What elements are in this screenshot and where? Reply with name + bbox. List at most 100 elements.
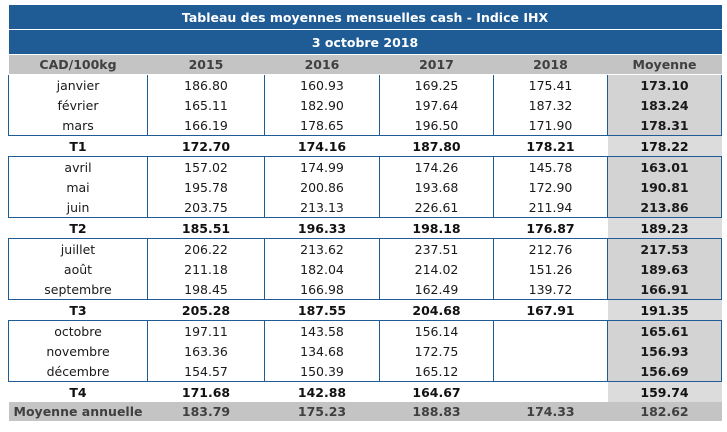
quarter-average: 159.74 [607,381,722,402]
month-value: 157.02 [147,156,265,177]
month-label: avril [8,156,148,177]
month-label: novembre [8,341,148,361]
quarter-row: T1 172.70 174.16 187.80 178.21 178.22 [8,135,722,157]
month-label: septembre [8,279,148,300]
quarter-value: 204.68 [379,299,494,321]
quarter-value: 167.91 [493,299,608,321]
month-value [493,361,608,382]
month-row: décembre 154.57 150.39 165.12 156.69 [8,361,722,382]
month-row: novembre 163.36 134.68 172.75 156.93 [8,341,722,361]
month-average: 166.91 [607,279,722,300]
month-value: 165.12 [379,361,494,382]
month-value: 162.49 [379,279,494,300]
month-value: 139.72 [493,279,608,300]
monthly-averages-table: Tableau des moyennes mensuelles cash - I… [8,5,722,421]
month-value: 193.68 [379,177,494,197]
month-row: octobre 197.11 143.58 156.14 165.61 [8,320,722,341]
quarter-value: 185.51 [147,217,265,239]
month-row: août 211.18 182.04 214.02 151.26 189.63 [8,259,722,279]
annual-average: 182.62 [607,402,722,421]
month-value: 151.26 [493,259,608,279]
month-value: 160.93 [264,74,380,95]
month-value: 237.51 [379,238,494,259]
header-unit: CAD/100kg [8,54,148,75]
date-row: 3 octobre 2018 [8,29,722,55]
quarter-value: 142.88 [264,381,380,402]
quarter-label: T3 [8,299,148,321]
month-average: 190.81 [607,177,722,197]
month-row: septembre 198.45 166.98 162.49 139.72 166.91 [8,279,722,300]
month-value: 195.78 [147,177,265,197]
header-2018: 2018 [493,54,608,75]
month-label: février [8,95,148,115]
annual-label: Moyenne annuelle [8,402,148,421]
month-row: février 165.11 182.90 197.64 187.32 183.24 [8,95,722,115]
annual-value: 183.79 [147,402,265,421]
month-row: avril 157.02 174.99 174.26 145.78 163.01 [8,156,722,177]
month-value: 182.04 [264,259,380,279]
month-row: mars 166.19 178.65 196.50 171.90 178.31 [8,115,722,136]
quarter-value: 174.16 [264,135,380,157]
annual-average-row: Moyenne annuelle 183.79 175.23 188.83 174.33… [8,402,722,421]
title-row: Tableau des moyennes mensuelles cash - I… [8,5,722,30]
month-value: 213.13 [264,197,380,218]
month-value: 212.76 [493,238,608,259]
month-value: 175.41 [493,74,608,95]
month-value: 198.45 [147,279,265,300]
month-label: mars [8,115,148,136]
quarter-value: 176.87 [493,217,608,239]
month-value: 166.98 [264,279,380,300]
month-value: 154.57 [147,361,265,382]
month-value: 171.90 [493,115,608,136]
month-value: 169.25 [379,74,494,95]
month-value: 172.75 [379,341,494,361]
quarter-value: 172.70 [147,135,265,157]
month-label: octobre [8,320,148,341]
month-value: 174.99 [264,156,380,177]
month-average: 173.10 [607,74,722,95]
ihx-table-container: Tableau des moyennes mensuelles cash - I… [8,5,722,421]
header-2015: 2015 [147,54,265,75]
month-label: décembre [8,361,148,382]
month-value [493,320,608,341]
month-row: juin 203.75 213.13 226.61 211.94 213.86 [8,197,722,218]
month-average: 213.86 [607,197,722,218]
month-label: août [8,259,148,279]
quarter-row: T3 205.28 187.55 204.68 167.91 191.35 [8,299,722,321]
month-value: 226.61 [379,197,494,218]
month-average: 189.63 [607,259,722,279]
month-label: juin [8,197,148,218]
month-value: 134.68 [264,341,380,361]
quarter-value: 198.18 [379,217,494,239]
month-value: 150.39 [264,361,380,382]
header-2017: 2017 [379,54,494,75]
month-average: 163.01 [607,156,722,177]
quarter-label: T2 [8,217,148,239]
month-average: 156.93 [607,341,722,361]
quarter-average: 189.23 [607,217,722,239]
quarter-row: T4 171.68 142.88 164.67 159.74 [8,381,722,402]
month-average: 178.31 [607,115,722,136]
quarter-label: T1 [8,135,148,157]
month-value: 206.22 [147,238,265,259]
month-value: 174.26 [379,156,494,177]
table-title: Tableau des moyennes mensuelles cash - I… [8,5,722,30]
month-value: 166.19 [147,115,265,136]
month-average: 217.53 [607,238,722,259]
annual-value: 188.83 [379,402,494,421]
month-value: 214.02 [379,259,494,279]
month-label: mai [8,177,148,197]
month-value [493,341,608,361]
month-value: 197.64 [379,95,494,115]
month-value: 178.65 [264,115,380,136]
quarter-value: 178.21 [493,135,608,157]
month-value: 143.58 [264,320,380,341]
month-value: 187.32 [493,95,608,115]
month-value: 145.78 [493,156,608,177]
quarter-value: 205.28 [147,299,265,321]
header-average: Moyenne [607,54,722,75]
month-row: mai 195.78 200.86 193.68 172.90 190.81 [8,177,722,197]
month-value: 182.90 [264,95,380,115]
header-row: CAD/100kg 2015 2016 2017 2018 Moyenne [8,54,722,75]
month-value: 156.14 [379,320,494,341]
